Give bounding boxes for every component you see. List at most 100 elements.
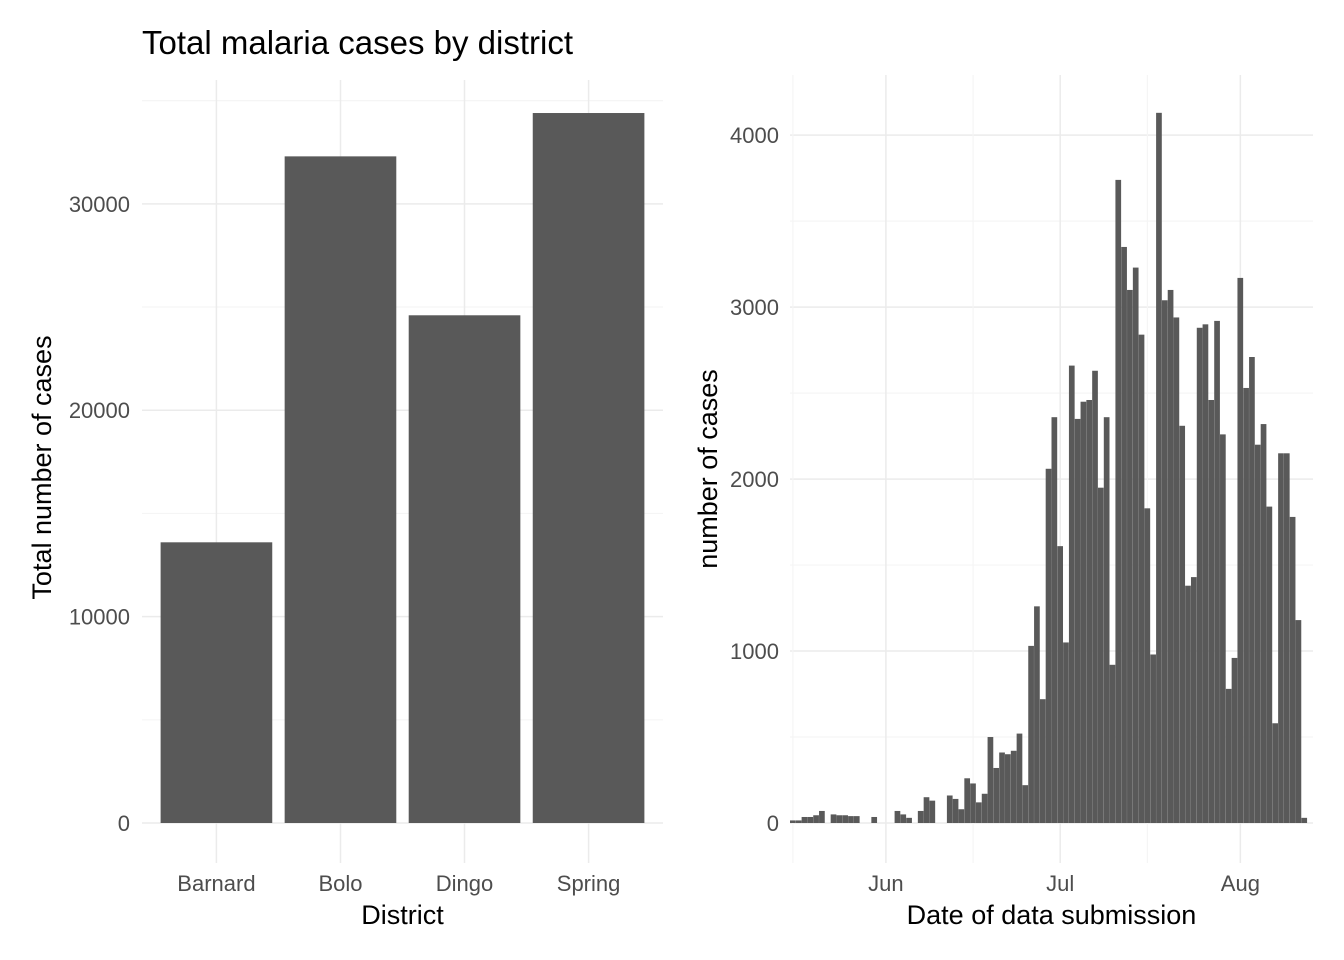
histogram-bar: [1121, 246, 1127, 823]
histogram-bar: [981, 793, 988, 823]
histogram-bar: [1254, 444, 1261, 823]
histogram-bar: [964, 778, 971, 823]
histogram-bar: [1214, 320, 1220, 823]
histogram-bar: [1005, 754, 1011, 823]
histogram-bar: [1080, 401, 1087, 823]
histogram-bar: [970, 783, 976, 823]
y-tick-label: 3000: [730, 295, 779, 320]
histogram-bar: [1156, 112, 1162, 823]
histogram-bar: [1097, 487, 1104, 823]
y-axis-label: number of cases: [693, 369, 723, 569]
histogram-bar: [906, 817, 912, 823]
histogram-bar: [1220, 434, 1226, 823]
histogram-bar: [1278, 453, 1284, 823]
y-tick-label: 10000: [69, 605, 130, 630]
histogram-bar: [801, 816, 808, 823]
y-tick-label: 30000: [69, 192, 130, 217]
histogram-bar: [1022, 785, 1029, 823]
x-tick-label: Bolo: [318, 871, 362, 896]
histogram-bar: [1150, 654, 1156, 823]
histogram-bar: [1301, 817, 1308, 823]
chart-title: Total malaria cases by district: [142, 24, 573, 61]
bar-spring: [532, 113, 645, 824]
histogram-bar: [987, 737, 994, 823]
bar-barnard: [160, 542, 273, 823]
histogram-bar: [900, 814, 907, 823]
histogram-bar: [1179, 425, 1186, 823]
histogram-bar: [1010, 750, 1017, 823]
x-axis-label: District: [361, 900, 444, 930]
histogram-bar: [1173, 317, 1180, 823]
x-tick-label: Spring: [557, 871, 621, 896]
y-tick-label: 2000: [730, 467, 779, 492]
histogram-bar: [958, 809, 965, 823]
histogram-bar: [1115, 179, 1122, 823]
histogram-bar: [1074, 418, 1081, 823]
histogram-bar: [1034, 606, 1040, 823]
histogram-bar: [1051, 417, 1058, 823]
histogram-bar: [1225, 688, 1232, 823]
histogram-bar: [1185, 585, 1191, 823]
histogram-bar: [1249, 357, 1255, 823]
bar-bolo: [284, 156, 397, 823]
histogram-bar: [1144, 508, 1151, 823]
histogram-bar: [1057, 546, 1064, 823]
histogram-bar: [1295, 620, 1302, 823]
histogram-bar: [842, 815, 848, 823]
y-tick-label: 4000: [730, 123, 779, 148]
x-tick-label: Dingo: [436, 871, 493, 896]
histogram-bar: [853, 816, 860, 823]
histogram-bar: [993, 767, 1000, 823]
bar-dingo: [408, 315, 521, 823]
histogram-bar: [1272, 723, 1279, 823]
histogram-bar: [1028, 645, 1034, 823]
histogram-bar: [1208, 399, 1215, 823]
histogram-bar: [929, 800, 936, 823]
y-axis-label: Total number of cases: [27, 335, 57, 599]
histogram-bar: [836, 815, 843, 823]
histogram-bar: [1063, 642, 1069, 823]
x-axis-label: Date of data submission: [907, 900, 1197, 930]
histogram-bar: [1237, 277, 1244, 823]
histogram-bar: [975, 802, 982, 823]
histogram-bar: [1260, 424, 1267, 823]
histogram-bar: [1196, 327, 1203, 823]
histogram-bar: [1202, 324, 1209, 823]
histogram-bar: [1289, 516, 1296, 823]
histogram-bar: [830, 814, 837, 823]
histogram-bar: [1109, 664, 1116, 823]
histogram-bar: [848, 816, 854, 823]
y-tick-label: 20000: [69, 398, 130, 423]
histogram-bar: [1045, 468, 1052, 823]
histogram-bar: [1127, 289, 1133, 824]
histogram-bar: [1068, 365, 1075, 823]
histogram-bar: [1016, 733, 1023, 823]
y-tick-label: 0: [118, 811, 130, 836]
histogram-bar: [871, 816, 878, 823]
histogram-bar: [1103, 417, 1110, 823]
histogram-bar: [1266, 506, 1273, 823]
histogram-bar: [1243, 387, 1249, 823]
histogram-bar: [1039, 699, 1046, 823]
x-tick-label: Barnard: [177, 871, 255, 896]
histogram-bar: [1167, 289, 1174, 824]
y-tick-label: 1000: [730, 639, 779, 664]
y-tick-label: 0: [767, 811, 779, 836]
histogram-bar: [1190, 577, 1197, 823]
histogram-bar: [946, 795, 953, 823]
histogram-bar: [894, 810, 901, 823]
x-tick-label: Jun: [868, 871, 903, 896]
histogram-bar: [790, 820, 796, 823]
histogram-bar: [999, 752, 1005, 823]
histogram-bar: [1231, 657, 1238, 823]
histogram-bar: [1161, 300, 1168, 823]
x-tick-label: Aug: [1221, 871, 1260, 896]
histogram-bar: [952, 798, 959, 823]
histogram-bar: [1092, 370, 1098, 823]
histogram-bar: [819, 810, 825, 823]
histogram-bar: [917, 810, 924, 823]
x-tick-label: Jul: [1046, 871, 1074, 896]
histogram-bar: [1132, 267, 1139, 823]
